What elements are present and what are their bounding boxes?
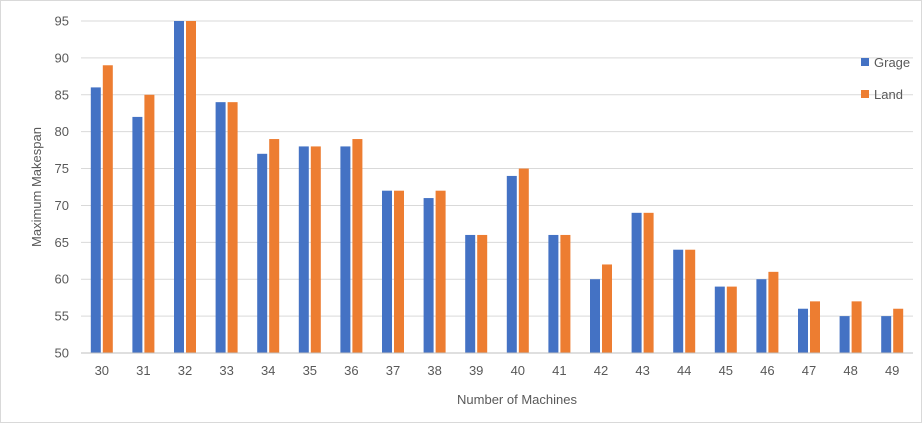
x-tick-label: 37	[386, 363, 400, 378]
bar-grage-48	[839, 316, 850, 353]
bar-grage-30	[90, 87, 101, 354]
y-tick-label: 95	[55, 14, 69, 29]
bar-grage-40	[506, 175, 517, 353]
legend-swatch-grage	[861, 58, 869, 66]
y-tick-label: 55	[55, 309, 69, 324]
bar-grage-43	[631, 212, 642, 353]
legend-label-grage: Grage	[874, 55, 910, 70]
legend: Grage Land	[861, 55, 910, 102]
y-tick-label: 70	[55, 198, 69, 213]
x-tick-label: 46	[760, 363, 774, 378]
bar-grage-33	[215, 102, 226, 354]
bar-grage-46	[756, 279, 767, 353]
bar-land-34	[269, 139, 280, 353]
x-tick-label: 35	[303, 363, 317, 378]
x-axis-ticks: 30 31 32 33 34 35 36 37 38 39 40 41 42 43 44 45 46 47 48 49	[95, 363, 900, 378]
bar-land-42	[602, 264, 612, 353]
bar-land-40	[518, 168, 529, 353]
bar-grage-42	[590, 279, 600, 353]
bar-grage-45	[714, 286, 725, 353]
bar-land-47	[810, 301, 820, 353]
bar-land-46	[768, 271, 779, 353]
x-tick-label: 49	[885, 363, 899, 378]
y-axis-ticks: 50 55 60 65 70 75 80 85 90 95	[55, 14, 69, 361]
legend-swatch-land	[861, 90, 869, 98]
y-tick-label: 50	[55, 346, 69, 361]
bar-grage-38	[423, 198, 434, 353]
y-axis-title: Maximum Makespan	[29, 127, 44, 247]
bar-land-30	[102, 65, 113, 354]
bar-land-33	[227, 102, 238, 354]
bar-land-37	[394, 190, 404, 353]
x-tick-label: 44	[677, 363, 691, 378]
y-tick-label: 75	[55, 161, 69, 176]
legend-label-land: Land	[874, 87, 903, 102]
x-axis-title: Number of Machines	[457, 392, 577, 407]
y-tick-label: 60	[55, 272, 69, 287]
y-tick-label: 90	[55, 50, 69, 65]
x-tick-label: 36	[344, 363, 358, 378]
x-tick-label: 32	[178, 363, 192, 378]
bar-grage-44	[673, 249, 684, 353]
bar-land-39	[477, 234, 488, 353]
x-tick-label: 48	[843, 363, 857, 378]
bar-grage-36	[340, 146, 351, 353]
bar-grage-49	[881, 316, 892, 353]
x-tick-label: 47	[802, 363, 816, 378]
bar-grage-31	[132, 116, 143, 354]
bar-land-49	[893, 308, 904, 353]
x-tick-label: 40	[511, 363, 525, 378]
x-tick-label: 43	[635, 363, 649, 378]
bar-land-35	[310, 146, 321, 353]
bar-land-48	[851, 301, 862, 353]
bar-grage-32	[174, 21, 184, 353]
bar-grage-35	[298, 146, 309, 353]
y-tick-label: 85	[55, 87, 69, 102]
x-tick-label: 41	[552, 363, 566, 378]
bar-grage-34	[257, 153, 268, 353]
bar-grage-37	[382, 190, 392, 353]
x-tick-label: 34	[261, 363, 275, 378]
gridlines	[81, 20, 913, 317]
bar-land-41	[560, 234, 571, 353]
bars	[90, 21, 904, 354]
bar-grage-39	[465, 234, 476, 353]
x-tick-label: 39	[469, 363, 483, 378]
y-tick-label: 65	[55, 235, 69, 250]
bar-grage-47	[798, 308, 808, 353]
bar-land-31	[144, 94, 155, 354]
x-tick-label: 33	[219, 363, 233, 378]
bar-land-45	[726, 286, 737, 353]
x-tick-label: 30	[95, 363, 109, 378]
bar-land-43	[643, 212, 654, 353]
x-tick-label: 31	[136, 363, 150, 378]
bar-land-44	[685, 249, 696, 353]
bar-land-36	[352, 139, 363, 353]
bar-grage-41	[548, 234, 559, 353]
x-tick-label: 38	[427, 363, 441, 378]
y-tick-label: 80	[55, 124, 69, 139]
x-tick-label: 45	[719, 363, 733, 378]
x-tick-label: 42	[594, 363, 608, 378]
bar-land-32	[186, 21, 196, 353]
bar-land-38	[435, 190, 446, 353]
